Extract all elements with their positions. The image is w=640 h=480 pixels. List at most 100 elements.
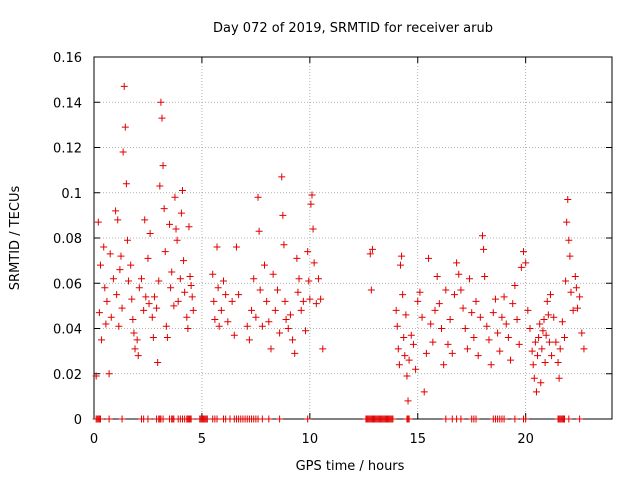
data-point (517, 263, 525, 271)
data-point (224, 318, 232, 326)
data-point (480, 245, 488, 253)
data-point (172, 225, 180, 233)
data-point (186, 272, 194, 280)
data-point (119, 148, 127, 156)
data-point (400, 334, 408, 342)
data-point (563, 218, 571, 226)
data-point (367, 286, 375, 294)
data-point (398, 252, 406, 260)
data-point (109, 275, 117, 283)
data-point (230, 331, 238, 339)
data-point (537, 379, 545, 387)
y-tick-label: 0.16 (53, 51, 82, 66)
data-point (540, 315, 548, 323)
zero-data-point (389, 415, 397, 423)
data-point (529, 361, 537, 369)
data-point (114, 216, 122, 224)
data-point (102, 320, 110, 328)
zero-data-point (187, 415, 195, 423)
data-point (174, 297, 182, 305)
data-point (121, 123, 129, 131)
data-point (166, 220, 174, 228)
data-point (250, 275, 258, 283)
data-point (453, 259, 461, 267)
zero-data-point (159, 415, 167, 423)
data-point (271, 306, 279, 314)
data-point (148, 313, 156, 321)
data-point (569, 306, 577, 314)
data-point (544, 311, 552, 319)
data-point (319, 345, 327, 353)
data-point (171, 193, 179, 201)
data-point (284, 325, 292, 332)
data-point (232, 243, 240, 251)
data-point (120, 82, 128, 90)
data-point (404, 397, 412, 405)
data-point (466, 275, 474, 283)
data-point (185, 223, 193, 231)
data-point (509, 300, 517, 308)
data-point (289, 336, 297, 344)
data-point (252, 313, 260, 321)
data-point (297, 306, 305, 314)
data-point (163, 334, 171, 342)
y-tick-label: 0.06 (53, 277, 82, 292)
grid-lines (94, 57, 612, 419)
data-point (366, 250, 374, 258)
data-point (520, 248, 528, 256)
data-point (425, 254, 433, 262)
y-tick-label: 0.12 (53, 142, 82, 157)
data-point (401, 352, 409, 360)
data-point (306, 295, 314, 303)
data-point (444, 340, 452, 348)
data-point (156, 182, 164, 190)
data-point (526, 325, 534, 332)
data-point (309, 225, 317, 233)
y-tick-label: 0.02 (53, 368, 82, 383)
data-point (496, 347, 504, 355)
data-point (176, 275, 184, 283)
data-point (515, 340, 523, 348)
data-point (154, 358, 162, 366)
data-point (94, 218, 102, 226)
data-point (468, 309, 476, 317)
data-point (513, 315, 521, 323)
data-point (101, 284, 109, 292)
data-point (256, 286, 264, 294)
x-tick-label: 0 (90, 432, 98, 447)
data-point (184, 325, 192, 332)
data-point (308, 191, 316, 199)
data-point (282, 315, 290, 323)
data-point (416, 288, 424, 296)
zero-data-point (472, 415, 480, 423)
data-point (127, 261, 135, 269)
data-point (131, 345, 139, 353)
data-point (554, 358, 562, 366)
zero-data-point (442, 415, 450, 423)
data-point (578, 329, 586, 337)
data-point (312, 300, 320, 308)
data-point (112, 207, 120, 215)
y-tick-label: 0.04 (53, 323, 82, 338)
data-point (534, 352, 542, 360)
data-point (442, 286, 450, 294)
data-point (461, 325, 469, 332)
data-point (153, 304, 161, 312)
data-point (183, 313, 191, 321)
data-point (310, 259, 318, 267)
x-tick-label: 20 (517, 432, 534, 447)
zero-data-point (213, 415, 221, 423)
data-point (178, 186, 186, 194)
data-point (180, 257, 188, 265)
data-point (435, 300, 443, 308)
zero-data-point (304, 415, 312, 423)
data-point (125, 277, 133, 285)
zero-data-point (265, 415, 273, 423)
data-point (396, 261, 404, 269)
data-point (463, 345, 471, 353)
zero-data-point (405, 415, 413, 423)
data-point (168, 268, 176, 276)
data-point (476, 313, 484, 321)
y-tick-label: 0.14 (53, 96, 82, 111)
zero-data-point (144, 415, 152, 423)
